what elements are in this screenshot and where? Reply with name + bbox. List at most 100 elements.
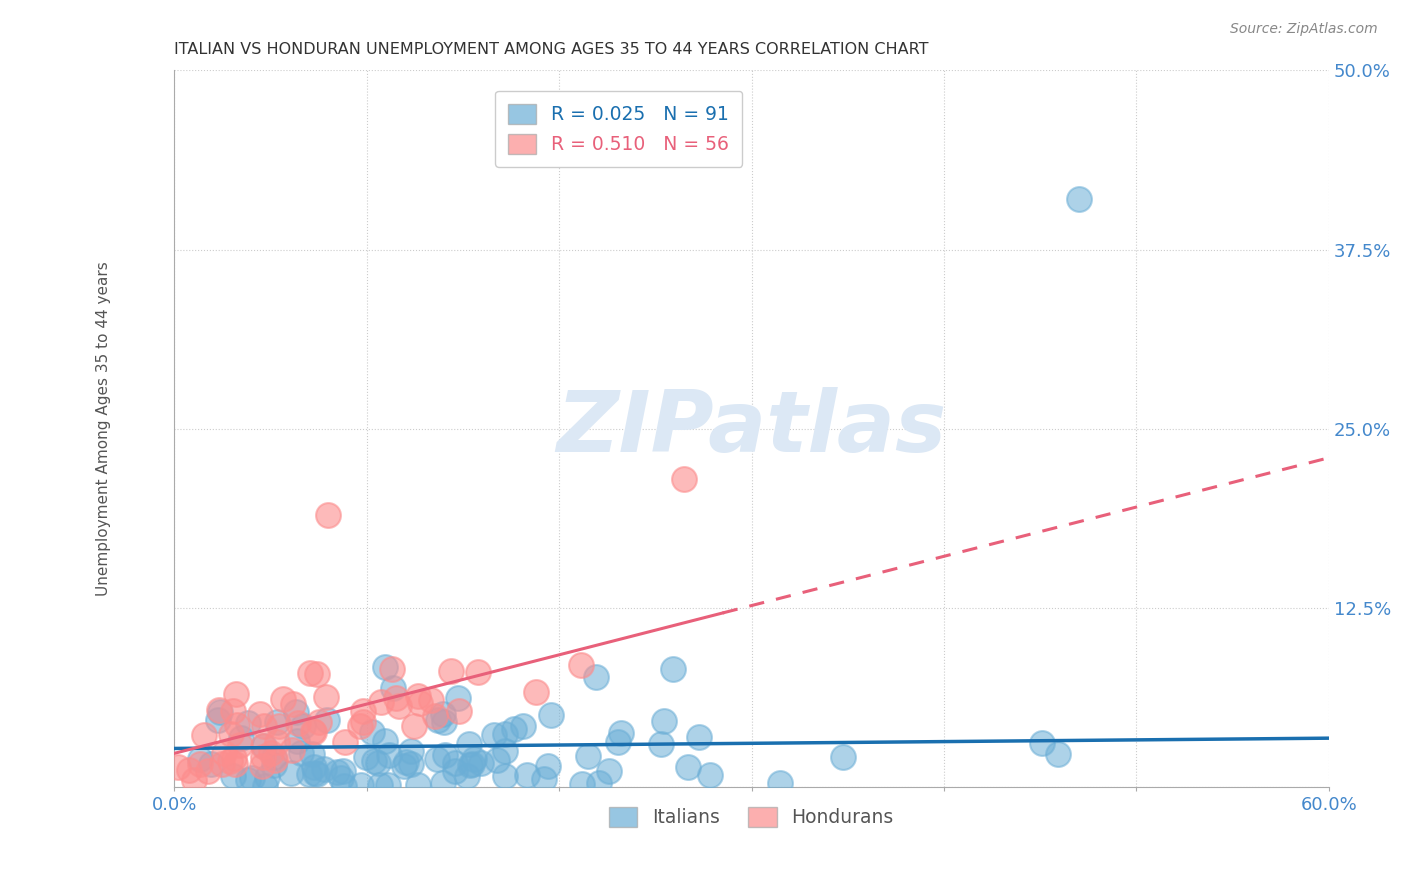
- Point: [494, 769, 516, 783]
- Point: [316, 714, 339, 728]
- Point: [494, 744, 516, 758]
- Point: [1067, 193, 1090, 207]
- Point: [352, 704, 374, 718]
- Point: [443, 756, 465, 771]
- Point: [433, 747, 456, 762]
- Text: Source: ZipAtlas.com: Source: ZipAtlas.com: [1230, 22, 1378, 37]
- Point: [676, 760, 699, 774]
- Point: [367, 756, 389, 770]
- Point: [302, 723, 325, 738]
- Point: [409, 696, 432, 710]
- Point: [1047, 747, 1070, 761]
- Point: [426, 751, 449, 765]
- Point: [662, 662, 685, 676]
- Point: [253, 739, 276, 754]
- Point: [193, 728, 215, 742]
- Point: [329, 771, 352, 785]
- Point: [406, 778, 429, 792]
- Point: [281, 743, 304, 757]
- Point: [219, 754, 242, 768]
- Point: [388, 699, 411, 714]
- Point: [188, 752, 211, 766]
- Point: [699, 767, 721, 781]
- Point: [208, 705, 231, 719]
- Point: [363, 754, 385, 768]
- Point: [298, 767, 321, 781]
- Point: [463, 752, 485, 766]
- Point: [226, 718, 249, 732]
- Point: [264, 753, 287, 767]
- Point: [610, 726, 633, 740]
- Point: [236, 773, 259, 788]
- Point: [304, 765, 326, 780]
- Point: [374, 734, 396, 748]
- Point: [688, 730, 710, 744]
- Point: [484, 728, 506, 742]
- Point: [654, 714, 676, 728]
- Point: [769, 776, 792, 790]
- Point: [285, 705, 308, 719]
- Point: [302, 760, 325, 774]
- Point: [308, 715, 330, 730]
- Point: [650, 737, 672, 751]
- Point: [222, 769, 245, 783]
- Point: [253, 719, 276, 733]
- Point: [214, 747, 236, 761]
- Point: [607, 735, 630, 749]
- Point: [307, 666, 329, 681]
- Point: [433, 715, 456, 730]
- Point: [260, 746, 283, 760]
- Point: [540, 708, 562, 723]
- Point: [314, 762, 336, 776]
- Text: ZIPatlas: ZIPatlas: [557, 387, 946, 470]
- Point: [252, 750, 274, 764]
- Point: [256, 770, 278, 784]
- Point: [267, 719, 290, 733]
- Point: [368, 778, 391, 792]
- Point: [404, 719, 426, 733]
- Point: [315, 690, 337, 705]
- Point: [571, 777, 593, 791]
- Point: [292, 719, 315, 733]
- Point: [460, 758, 482, 772]
- Point: [280, 766, 302, 780]
- Point: [456, 769, 478, 783]
- Point: [576, 749, 599, 764]
- Point: [377, 778, 399, 792]
- Point: [207, 713, 229, 727]
- Point: [211, 756, 233, 771]
- Point: [512, 719, 534, 733]
- Point: [307, 766, 329, 780]
- Point: [467, 665, 489, 680]
- Point: [250, 759, 273, 773]
- Point: [271, 691, 294, 706]
- Point: [183, 772, 205, 787]
- Point: [263, 758, 285, 772]
- Point: [266, 714, 288, 729]
- Point: [449, 705, 471, 719]
- Point: [399, 744, 422, 758]
- Point: [401, 756, 423, 771]
- Text: ITALIAN VS HONDURAN UNEMPLOYMENT AMONG AGES 35 TO 44 YEARS CORRELATION CHART: ITALIAN VS HONDURAN UNEMPLOYMENT AMONG A…: [174, 42, 929, 57]
- Point: [460, 756, 482, 771]
- Point: [524, 685, 547, 699]
- Point: [254, 779, 277, 793]
- Point: [384, 690, 406, 705]
- Point: [395, 755, 418, 769]
- Point: [588, 775, 610, 789]
- Point: [381, 681, 404, 695]
- Point: [585, 670, 607, 684]
- Point: [443, 764, 465, 778]
- Point: [229, 739, 252, 753]
- Point: [378, 747, 401, 762]
- Point: [533, 772, 555, 786]
- Point: [333, 779, 356, 793]
- Point: [236, 715, 259, 730]
- Point: [494, 727, 516, 741]
- Point: [432, 776, 454, 790]
- Point: [571, 657, 593, 672]
- Point: [224, 751, 246, 765]
- Point: [285, 734, 308, 748]
- Point: [1031, 736, 1053, 750]
- Point: [406, 689, 429, 703]
